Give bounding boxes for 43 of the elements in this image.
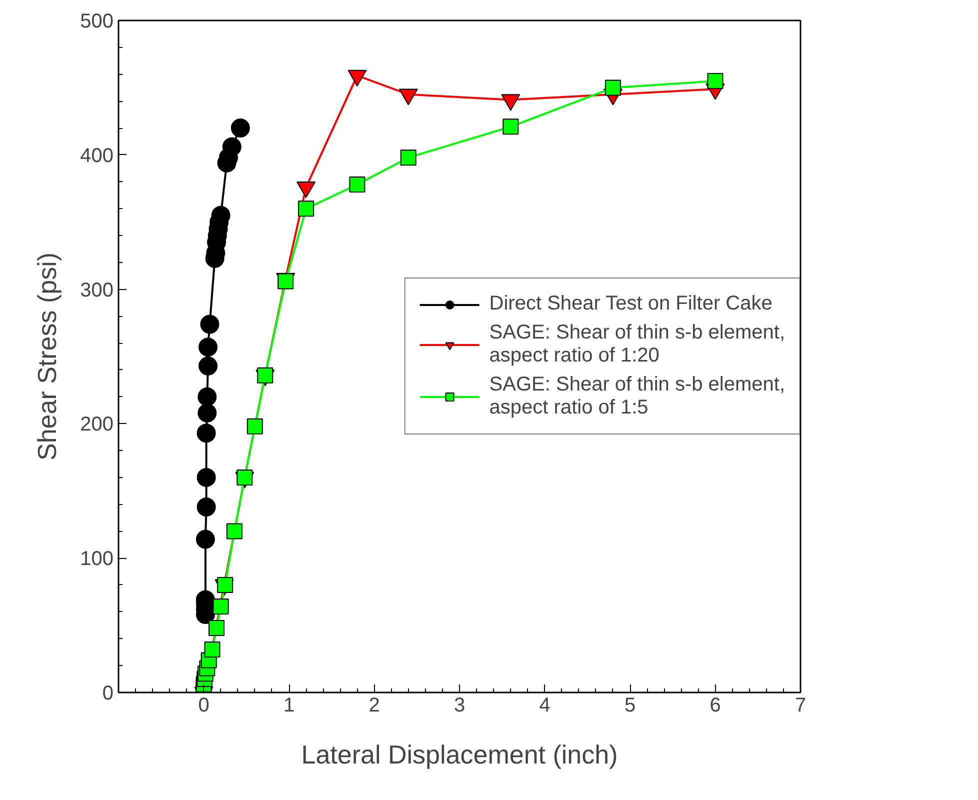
y-tick-label: 500 bbox=[80, 10, 114, 32]
point bbox=[212, 598, 229, 614]
y-tick-label: 300 bbox=[80, 279, 114, 302]
x-tick-label: 5 bbox=[624, 694, 636, 716]
point bbox=[196, 498, 216, 517]
point bbox=[198, 403, 217, 422]
point bbox=[707, 72, 724, 89]
point bbox=[198, 387, 217, 406]
x-tick-label: 0 bbox=[198, 694, 210, 716]
point bbox=[230, 118, 250, 138]
legend-label: SAGE: Shear of thin s-b element, aspect ratio of 1:20 bbox=[489, 322, 785, 368]
y-tick-label: 400 bbox=[80, 144, 114, 167]
point bbox=[196, 424, 216, 443]
x-tick-label: 1 bbox=[283, 694, 295, 716]
x-tick-label: 3 bbox=[454, 694, 466, 716]
y-tick-label: 100 bbox=[80, 548, 114, 570]
y-tick-label: 200 bbox=[80, 414, 114, 436]
point bbox=[257, 367, 274, 384]
legend-label: SAGE: Shear of thin s-b element, aspect ratio of 1:5 bbox=[489, 374, 785, 420]
legend-label: Direct Shear Test on Filter Cake bbox=[489, 292, 772, 316]
point bbox=[198, 356, 218, 376]
point bbox=[226, 523, 242, 540]
point bbox=[502, 118, 519, 135]
point bbox=[236, 469, 253, 486]
point bbox=[196, 468, 216, 487]
point bbox=[198, 338, 218, 357]
point bbox=[200, 314, 220, 334]
point bbox=[246, 418, 263, 434]
point bbox=[196, 530, 215, 549]
point bbox=[400, 150, 416, 166]
point bbox=[208, 620, 225, 636]
x-tick-label: 6 bbox=[710, 694, 721, 716]
x-tick-label: 7 bbox=[794, 694, 806, 716]
x-tick-label: 4 bbox=[539, 694, 550, 716]
point bbox=[604, 80, 621, 96]
point bbox=[222, 137, 242, 156]
y-axis-title: Shear Stress (psi) bbox=[32, 252, 62, 461]
point bbox=[298, 200, 314, 217]
point bbox=[349, 176, 366, 192]
x-tick-label: 2 bbox=[368, 694, 380, 716]
x-axis-title: Lateral Displacement (inch) bbox=[301, 740, 618, 770]
point bbox=[204, 641, 220, 658]
point bbox=[217, 576, 234, 593]
